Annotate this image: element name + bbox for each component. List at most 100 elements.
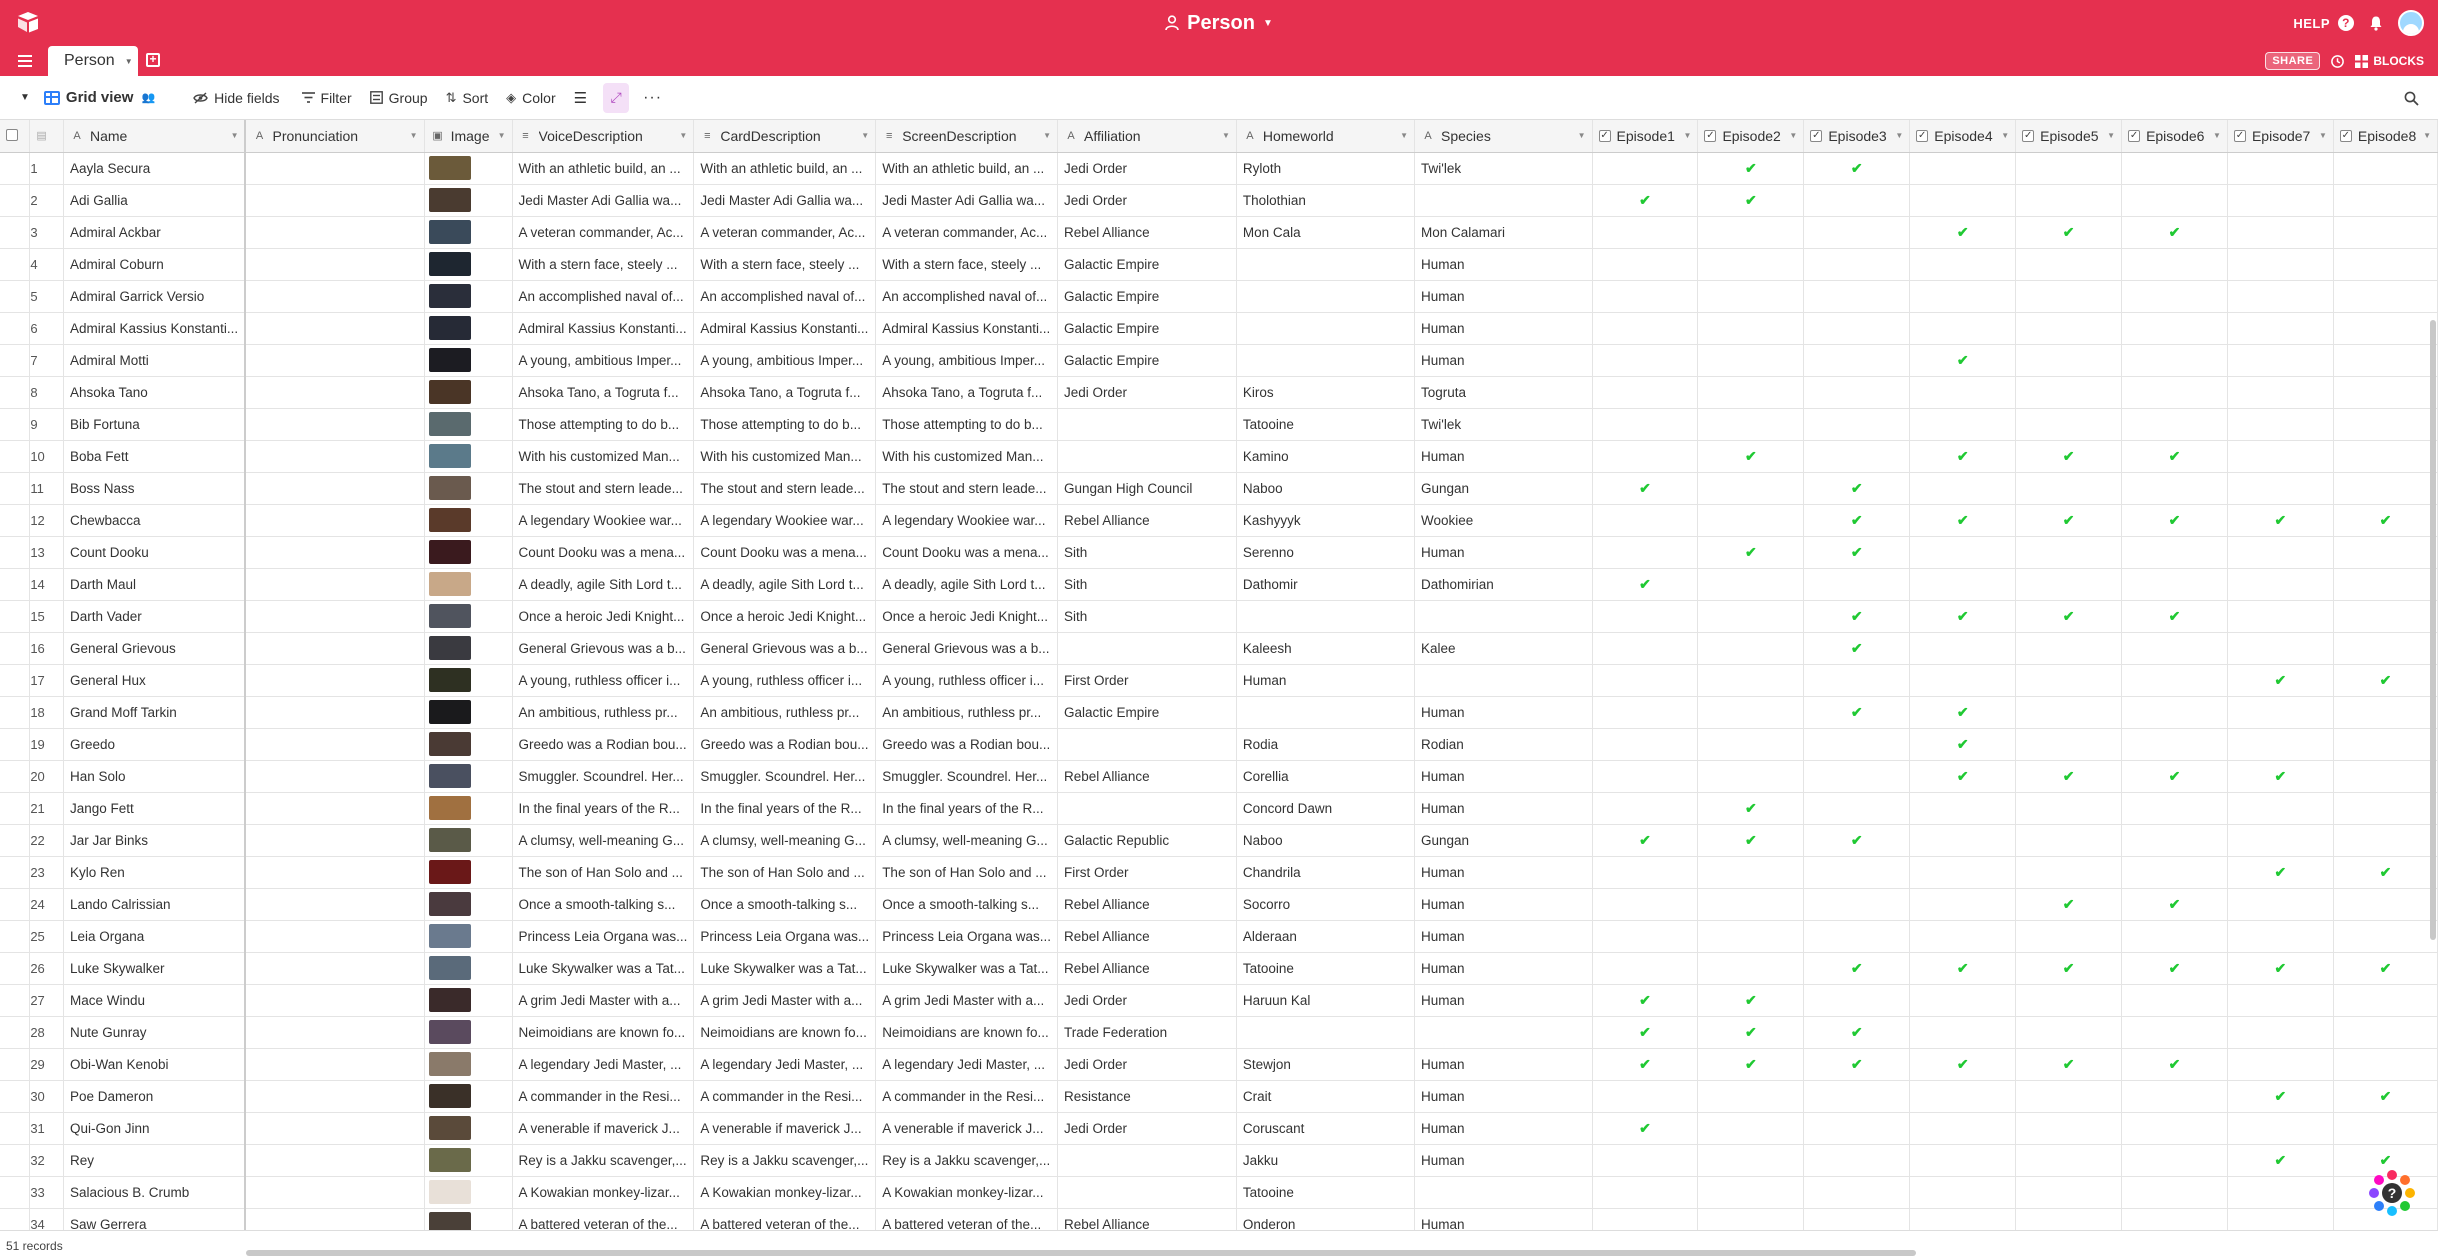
homeworld-cell[interactable] <box>1236 280 1416 313</box>
episode2-checkbox[interactable] <box>1697 696 1805 729</box>
episode6-checkbox[interactable] <box>2121 824 2228 857</box>
episode1-checkbox[interactable] <box>1592 632 1699 665</box>
sort-button[interactable]: ⇅ Sort <box>446 83 489 113</box>
episode7-checkbox[interactable] <box>2227 376 2334 409</box>
name-cell[interactable]: Obi-Wan Kenobi <box>63 1048 247 1081</box>
episode5-checkbox[interactable] <box>2015 792 2123 825</box>
add-table-icon[interactable]: + <box>146 53 160 67</box>
voice-description-cell[interactable]: A Kowakian monkey-lizar... <box>512 1176 695 1209</box>
voice-description-cell[interactable]: A commander in the Resi... <box>512 1080 695 1113</box>
episode1-checkbox[interactable]: ✔ <box>1592 184 1699 217</box>
episode2-checkbox[interactable] <box>1697 312 1805 345</box>
collaborators-icon[interactable]: 👥 <box>141 92 156 104</box>
table-row[interactable]: 33 Salacious B. Crumb A Kowakian monkey-li… <box>0 1176 2438 1209</box>
name-cell[interactable]: Admiral Kassius Konstanti... <box>63 312 247 345</box>
row-select-cell[interactable] <box>0 600 31 633</box>
species-cell[interactable]: Human <box>1414 1144 1593 1177</box>
episode7-checkbox[interactable] <box>2227 696 2334 729</box>
episode5-checkbox[interactable]: ✔ <box>2015 1048 2123 1081</box>
episode7-checkbox[interactable] <box>2227 184 2334 217</box>
episode8-checkbox[interactable] <box>2333 152 2438 185</box>
screen-description-cell[interactable]: With a stern face, steely ... <box>875 248 1059 281</box>
episode1-checkbox[interactable] <box>1592 1144 1699 1177</box>
episode1-checkbox[interactable]: ✔ <box>1592 1112 1699 1145</box>
row-select-cell[interactable] <box>0 1208 31 1230</box>
column-header-episode4[interactable]: ✓ Episode4 ▼ <box>1909 120 2017 153</box>
episode5-checkbox[interactable] <box>2015 984 2123 1017</box>
affiliation-cell[interactable]: Gungan High Council <box>1057 472 1237 505</box>
name-cell[interactable]: Ahsoka Tano <box>63 376 247 409</box>
affiliation-cell[interactable]: First Order <box>1057 664 1237 697</box>
image-thumbnail[interactable] <box>428 284 471 308</box>
episode7-checkbox[interactable] <box>2227 1208 2334 1230</box>
card-description-cell[interactable]: Those attempting to do b... <box>693 408 877 441</box>
image-cell[interactable] <box>424 920 513 953</box>
episode3-checkbox[interactable] <box>1803 664 1911 697</box>
episode5-checkbox[interactable] <box>2015 312 2123 345</box>
name-cell[interactable]: Boss Nass <box>63 472 247 505</box>
episode4-checkbox[interactable] <box>1909 536 2017 569</box>
episode7-checkbox[interactable] <box>2227 344 2334 377</box>
image-thumbnail[interactable] <box>428 316 471 340</box>
episode7-checkbox[interactable]: ✔ <box>2227 760 2334 793</box>
episode4-checkbox[interactable]: ✔ <box>1909 1048 2017 1081</box>
episode3-checkbox[interactable]: ✔ <box>1803 504 1911 537</box>
episode8-checkbox[interactable] <box>2333 216 2438 249</box>
table-row[interactable]: 29 Obi-Wan Kenobi A legendary Jedi Master,… <box>0 1048 2438 1081</box>
homeworld-cell[interactable]: Tatooine <box>1236 952 1416 985</box>
homeworld-cell[interactable] <box>1236 248 1416 281</box>
episode8-checkbox[interactable]: ✔ <box>2333 856 2438 889</box>
episode3-checkbox[interactable] <box>1803 1176 1911 1209</box>
episode7-checkbox[interactable] <box>2227 1048 2334 1081</box>
affiliation-cell[interactable]: Jedi Order <box>1057 1048 1237 1081</box>
row-select-cell[interactable] <box>0 632 31 665</box>
screen-description-cell[interactable]: A deadly, agile Sith Lord t... <box>875 568 1059 601</box>
image-thumbnail[interactable] <box>428 732 471 756</box>
episode2-checkbox[interactable] <box>1697 856 1805 889</box>
pronunciation-cell[interactable] <box>245 1144 425 1177</box>
episode3-checkbox[interactable] <box>1803 376 1911 409</box>
episode2-checkbox[interactable] <box>1697 344 1805 377</box>
name-cell[interactable]: Nute Gunray <box>63 1016 247 1049</box>
image-thumbnail[interactable] <box>428 1084 471 1108</box>
episode3-checkbox[interactable] <box>1803 1144 1911 1177</box>
episode2-checkbox[interactable] <box>1697 728 1805 761</box>
episode2-checkbox[interactable] <box>1697 408 1805 441</box>
screen-description-cell[interactable]: With an athletic build, an ... <box>875 152 1059 185</box>
card-description-cell[interactable]: A legendary Wookiee war... <box>693 504 877 537</box>
more-options-icon[interactable]: ··· <box>643 88 663 106</box>
column-header-affiliation[interactable]: A Affiliation ▼ <box>1057 120 1237 153</box>
affiliation-cell[interactable]: Rebel Alliance <box>1057 888 1237 921</box>
screen-description-cell[interactable]: Jedi Master Adi Gallia wa... <box>875 184 1059 217</box>
row-select-cell[interactable] <box>0 760 31 793</box>
image-thumbnail[interactable] <box>428 860 471 884</box>
episode2-checkbox[interactable] <box>1697 504 1805 537</box>
episode1-checkbox[interactable] <box>1592 344 1699 377</box>
species-cell[interactable] <box>1414 184 1593 217</box>
episode6-checkbox[interactable] <box>2121 312 2228 345</box>
episode4-checkbox[interactable]: ✔ <box>1909 728 2017 761</box>
card-description-cell[interactable]: Jedi Master Adi Gallia wa... <box>693 184 877 217</box>
episode1-checkbox[interactable]: ✔ <box>1592 568 1699 601</box>
table-row[interactable]: 18 Grand Moff Tarkin An ambitious, ruthles… <box>0 696 2438 729</box>
screen-description-cell[interactable]: Luke Skywalker was a Tat... <box>875 952 1059 985</box>
species-cell[interactable]: Kalee <box>1414 632 1593 665</box>
pronunciation-cell[interactable] <box>245 856 425 889</box>
episode2-checkbox[interactable] <box>1697 760 1805 793</box>
episode4-checkbox[interactable]: ✔ <box>1909 760 2017 793</box>
base-title-button[interactable]: Person ▼ <box>1165 12 1273 35</box>
image-thumbnail[interactable] <box>428 156 471 180</box>
image-thumbnail[interactable] <box>428 796 471 820</box>
episode1-checkbox[interactable] <box>1592 312 1699 345</box>
episode2-checkbox[interactable]: ✔ <box>1697 536 1805 569</box>
name-cell[interactable]: Greedo <box>63 728 247 761</box>
episode3-checkbox[interactable] <box>1803 1208 1911 1230</box>
episode7-checkbox[interactable] <box>2227 728 2334 761</box>
table-row[interactable]: 4 Admiral Coburn With a stern face, steely… <box>0 248 2438 281</box>
species-cell[interactable]: Human <box>1414 696 1593 729</box>
species-cell[interactable]: Human <box>1414 984 1593 1017</box>
episode5-checkbox[interactable] <box>2015 856 2123 889</box>
voice-description-cell[interactable]: The stout and stern leade... <box>512 472 695 505</box>
image-cell[interactable] <box>424 344 513 377</box>
name-cell[interactable]: Darth Maul <box>63 568 247 601</box>
